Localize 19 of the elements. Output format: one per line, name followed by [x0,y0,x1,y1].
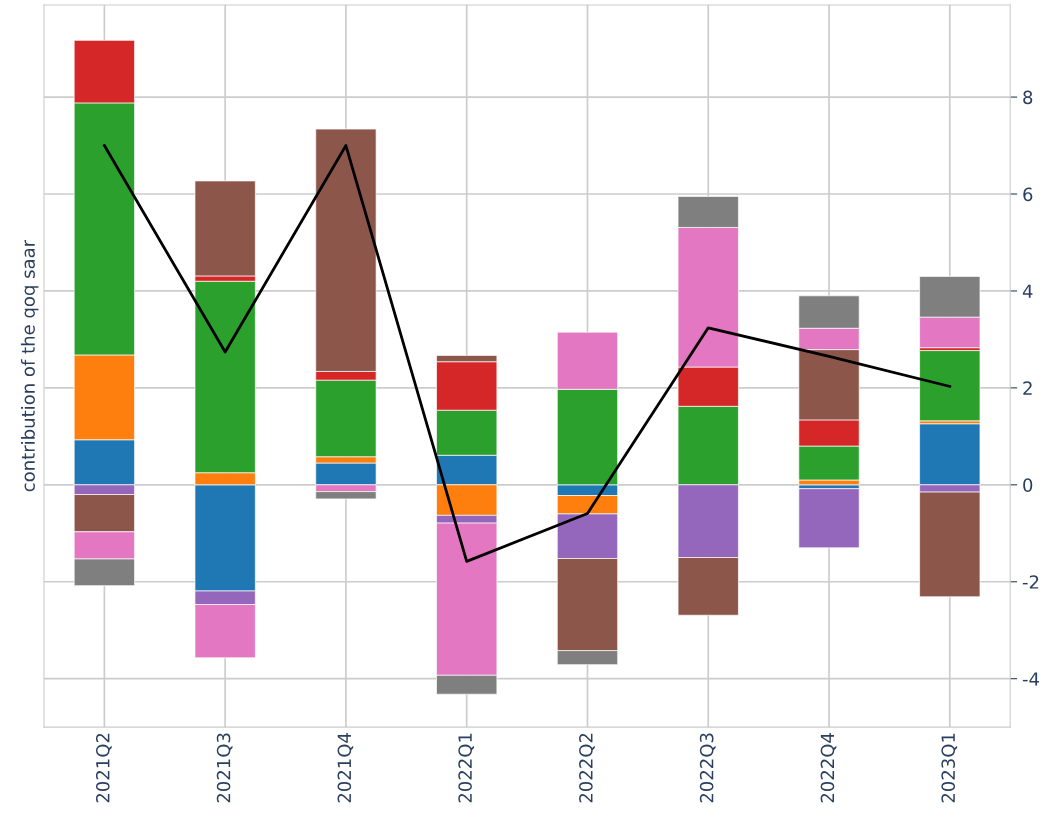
y-tick-label: 2 [1023,381,1032,395]
x-tick-label: 2022Q4 [820,733,837,803]
bar [919,350,981,422]
y-tick-label: -2 [1022,575,1039,589]
x-tick-label: 2021Q3 [216,733,233,803]
y-tick-label: 6 [1023,187,1033,202]
bar [798,488,860,549]
y-tick-label: 4 [1022,284,1033,298]
x-tick-label: 2021Q2 [95,733,112,803]
y-tick-label: -4 [1022,672,1039,686]
x-tick-label: 2022Q2 [579,733,595,803]
y-tick-label: 8 [1023,90,1033,105]
y-axis-title: contribution of the qoq saar [20,239,39,492]
x-tick-label: 2022Q1 [458,733,475,803]
x-tick-label: 2023Q1 [941,733,958,803]
x-tick-label: 2022Q3 [699,733,716,803]
y-tick-label: 0 [1023,478,1033,492]
line-series [102,144,952,563]
x-tick-label: 2021Q4 [337,733,354,803]
